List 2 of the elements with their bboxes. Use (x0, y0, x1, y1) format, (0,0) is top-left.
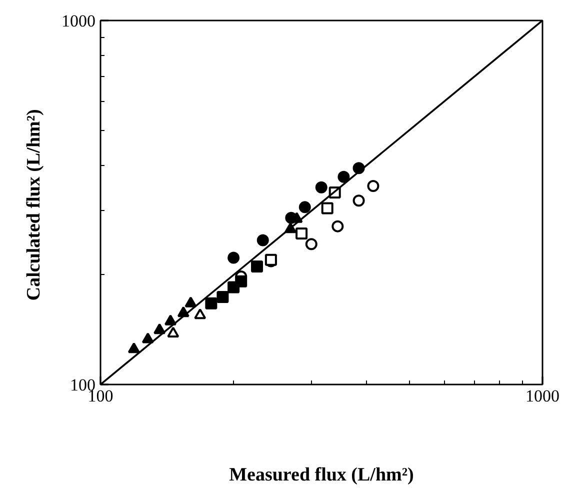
y-axis-title: Calculated flux (L/hm²) (24, 109, 44, 301)
x-axis-title: Measured flux (L/hm²) (229, 464, 414, 486)
